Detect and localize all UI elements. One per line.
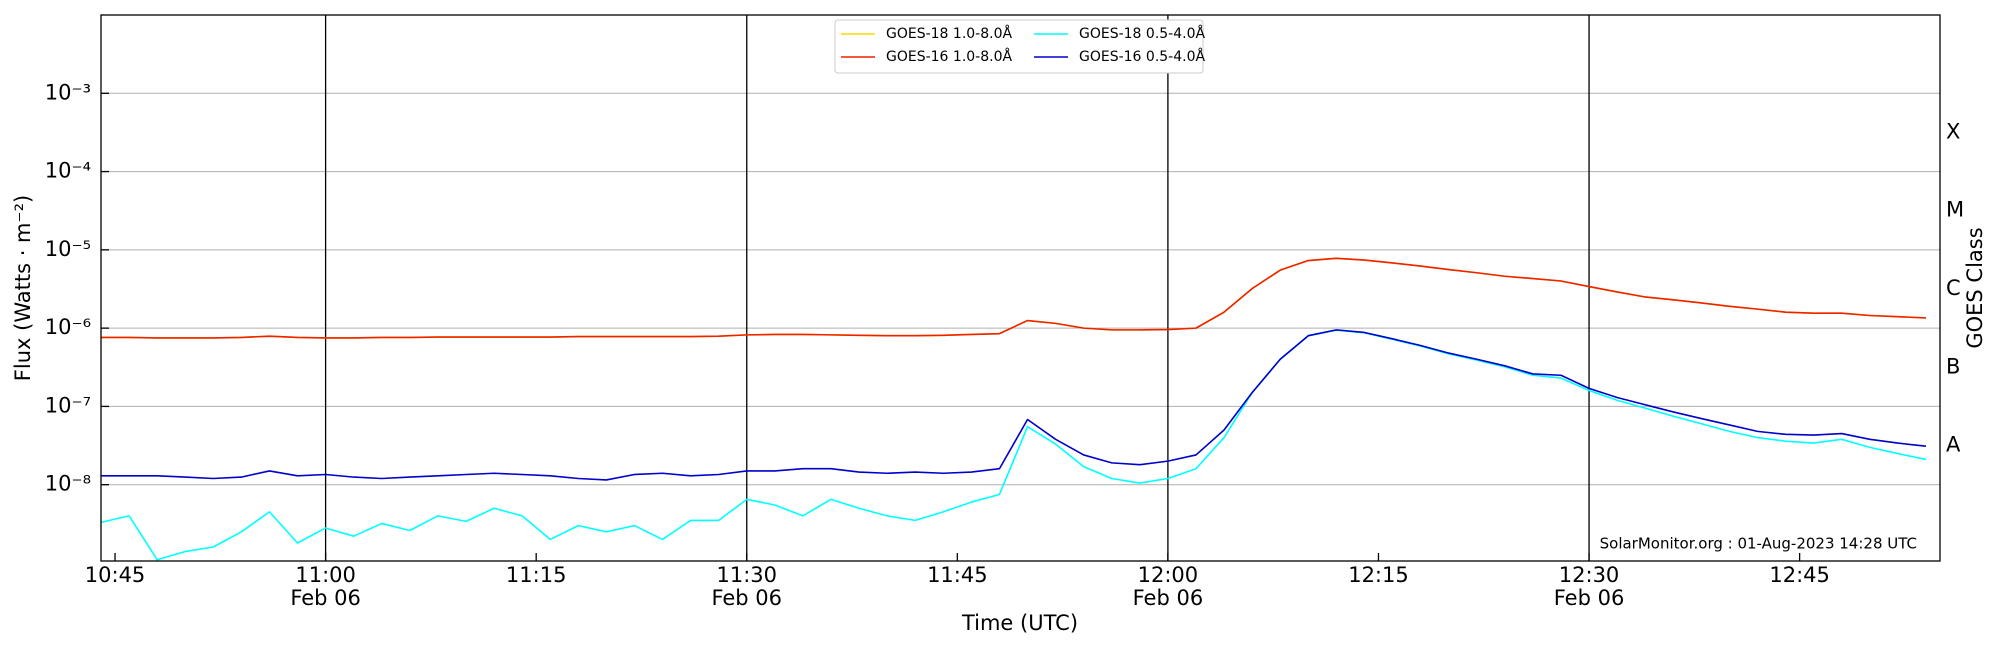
x-tick-label: 12:15 bbox=[1348, 563, 1409, 587]
x-tick-label: 10:45 bbox=[85, 563, 146, 587]
x-tick-label: 11:00 bbox=[295, 563, 356, 587]
plot-frame bbox=[100, 14, 1941, 562]
x-tick-label: 11:45 bbox=[927, 563, 988, 587]
series-line bbox=[101, 257, 1926, 339]
y2-tick-label: A bbox=[1946, 433, 1961, 457]
plot-lines bbox=[101, 257, 1927, 561]
x-axis-label: Time (UTC) bbox=[961, 611, 1078, 635]
x-date-label: Feb 06 bbox=[290, 586, 361, 610]
y2-axis-label: GOES Class bbox=[1963, 227, 1987, 348]
x-date-label: Feb 06 bbox=[1133, 586, 1204, 610]
y-tick-label: 10⁻⁶ bbox=[45, 315, 91, 339]
grid bbox=[101, 15, 1940, 561]
x-tick-label: 11:15 bbox=[506, 563, 567, 587]
x-date-label: Feb 06 bbox=[711, 586, 782, 610]
legend-label: GOES-18 1.0-8.0Å bbox=[886, 25, 1012, 42]
x-tick-label: 11:30 bbox=[716, 563, 777, 587]
y-tick-label: 10⁻⁵ bbox=[45, 237, 91, 261]
y-axis-label: Flux (Watts · m⁻²) bbox=[11, 195, 35, 381]
legend-label: GOES-18 0.5-4.0Å bbox=[1079, 25, 1205, 42]
annotation: SolarMonitor.org : 01-Aug-2023 14:28 UTC bbox=[1600, 535, 1917, 553]
series-line bbox=[101, 329, 1927, 481]
y-tick-label: 10⁻⁴ bbox=[45, 159, 91, 183]
legend-label: GOES-16 0.5-4.0Å bbox=[1079, 48, 1205, 65]
y-tick-label: 10⁻⁷ bbox=[45, 393, 91, 417]
x-tick-label: 12:30 bbox=[1559, 563, 1620, 587]
legend-box bbox=[834, 19, 1204, 74]
series-line bbox=[101, 329, 1927, 561]
x-date-label: Feb 06 bbox=[1554, 586, 1625, 610]
y2-tick-label: X bbox=[1946, 119, 1960, 143]
y2-tick-label: C bbox=[1946, 276, 1961, 300]
x-tick-label: 12:45 bbox=[1769, 563, 1830, 587]
y-tick-label: 10⁻⁸ bbox=[45, 472, 91, 496]
y2-tick-label: M bbox=[1946, 198, 1964, 222]
legend-label: GOES-16 1.0-8.0Å bbox=[886, 48, 1012, 65]
y2-tick-label: B bbox=[1946, 354, 1960, 378]
x-tick-label: 12:00 bbox=[1138, 563, 1199, 587]
y-tick-label: 10⁻³ bbox=[45, 80, 91, 104]
